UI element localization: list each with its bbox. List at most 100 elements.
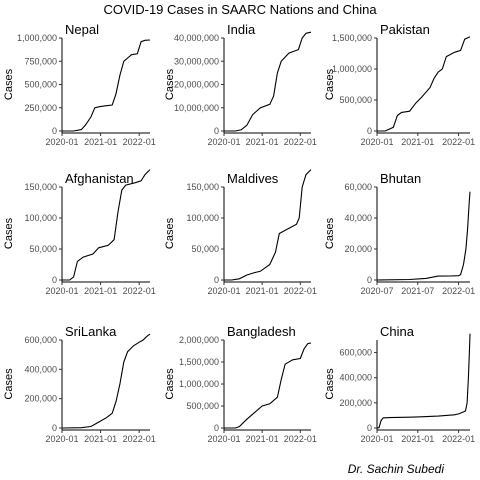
y-tick-label: 0 bbox=[367, 126, 372, 136]
panel-title: Bangladesh bbox=[227, 324, 296, 339]
series-line bbox=[377, 37, 470, 131]
x-tick-label: 2022-01 bbox=[284, 137, 317, 147]
y-tick-label: 400,000 bbox=[24, 364, 57, 374]
series-line bbox=[224, 32, 311, 131]
y-tick-label: 1,500,000 bbox=[179, 357, 219, 367]
y-axis-label: Cases bbox=[164, 217, 176, 249]
y-tick-label: 60,000 bbox=[344, 182, 372, 192]
y-tick-label: 0 bbox=[214, 275, 219, 285]
y-tick-label: 50,000 bbox=[29, 244, 57, 254]
panel-bangladesh: Bangladesh 0 500,000 1,000,000 1,500,000 2,00… bbox=[164, 324, 317, 444]
y-axis-label: Cases bbox=[324, 68, 336, 100]
series-line bbox=[224, 343, 311, 428]
panel-china: China 0 200,000 400,000 600,000 2020-01 2021-0… bbox=[324, 324, 475, 444]
y-tick-label: 500,000 bbox=[186, 401, 219, 411]
y-tick-label: 10,000,000 bbox=[174, 103, 219, 113]
x-tick-label: 2021-01 bbox=[84, 434, 117, 444]
y-tick-label: 0 bbox=[214, 126, 219, 136]
panel-title: Nepal bbox=[65, 22, 99, 37]
y-axis-label: Cases bbox=[3, 217, 15, 249]
x-tick-label: 2020-07 bbox=[360, 286, 393, 296]
y-tick-label: 150,000 bbox=[186, 182, 219, 192]
x-tick-label: 2020-01 bbox=[45, 137, 78, 147]
series-line bbox=[377, 192, 470, 280]
y-tick-label: 200,000 bbox=[24, 394, 57, 404]
x-tick-label: 2020-01 bbox=[45, 286, 78, 296]
x-tick-label: 2022-01 bbox=[123, 434, 156, 444]
series-line bbox=[62, 40, 150, 131]
panel-nepal: Nepal 0 250,000 500,000 750,000 1,000,000 2020… bbox=[3, 22, 156, 147]
panel-maldives: Maldives 0 50,000 100,000 150,000 2020-01 2021… bbox=[164, 170, 317, 296]
panel-title: Maldives bbox=[227, 171, 279, 186]
y-tick-label: 100,000 bbox=[24, 213, 57, 223]
panel-title: India bbox=[227, 22, 256, 37]
y-tick-label: 600,000 bbox=[24, 335, 57, 345]
y-tick-label: 0 bbox=[52, 275, 57, 285]
series-line bbox=[62, 170, 150, 280]
x-tick-label: 2021-01 bbox=[246, 137, 279, 147]
x-tick-label: 2021-01 bbox=[401, 434, 434, 444]
series-line bbox=[62, 334, 150, 428]
y-tick-label: 150,000 bbox=[24, 182, 57, 192]
series-line bbox=[377, 334, 470, 428]
y-axis-label: Cases bbox=[164, 68, 176, 100]
panel-title: Pakistan bbox=[380, 22, 430, 37]
y-tick-label: 0 bbox=[367, 423, 372, 433]
y-tick-label: 20,000 bbox=[344, 244, 372, 254]
x-tick-label: 2022-01 bbox=[442, 434, 475, 444]
x-tick-label: 2022-01 bbox=[442, 286, 475, 296]
y-tick-label: 20,000,000 bbox=[174, 80, 219, 90]
x-tick-label: 2021-01 bbox=[84, 137, 117, 147]
panel-title: SriLanka bbox=[65, 324, 117, 339]
author-credit: Dr. Sachin Subedi bbox=[348, 462, 444, 476]
y-tick-label: 600,000 bbox=[339, 348, 372, 358]
panel-afghanistan: Afghanistan 0 50,000 100,000 150,000 2020-01 2… bbox=[3, 170, 156, 296]
y-tick-label: 1,000,000 bbox=[179, 379, 219, 389]
panel-srilanka: SriLanka 0 200,000 400,000 600,000 2020-01 202… bbox=[3, 324, 156, 444]
y-tick-label: 500,000 bbox=[339, 95, 372, 105]
y-tick-label: 50,000 bbox=[191, 244, 219, 254]
y-axis-label: Cases bbox=[324, 217, 336, 249]
x-tick-label: 2021-07 bbox=[401, 286, 434, 296]
y-tick-label: 0 bbox=[52, 126, 57, 136]
y-tick-label: 40,000 bbox=[344, 213, 372, 223]
y-tick-label: 0 bbox=[367, 275, 372, 285]
y-axis-label: Cases bbox=[164, 368, 176, 400]
x-tick-label: 2022-01 bbox=[284, 286, 317, 296]
x-tick-label: 2020-01 bbox=[360, 434, 393, 444]
series-line bbox=[224, 170, 311, 280]
y-tick-label: 0 bbox=[214, 423, 219, 433]
y-tick-label: 750,000 bbox=[24, 56, 57, 66]
y-tick-label: 30,000,000 bbox=[174, 56, 219, 66]
y-tick-label: 400,000 bbox=[339, 373, 372, 383]
x-tick-label: 2022-01 bbox=[123, 137, 156, 147]
panel-title: China bbox=[380, 324, 415, 339]
y-tick-label: 1,000,000 bbox=[17, 33, 57, 43]
y-tick-label: 200,000 bbox=[339, 398, 372, 408]
x-tick-label: 2021-01 bbox=[84, 286, 117, 296]
x-tick-label: 2020-01 bbox=[360, 137, 393, 147]
y-tick-label: 2,000,000 bbox=[179, 335, 219, 345]
x-tick-label: 2020-01 bbox=[207, 137, 240, 147]
x-tick-label: 2020-01 bbox=[207, 434, 240, 444]
panel-india: India 0 10,000,000 20,000,000 30,000,000 40,0… bbox=[164, 22, 317, 147]
x-tick-label: 2021-01 bbox=[246, 286, 279, 296]
x-tick-label: 2021-01 bbox=[246, 434, 279, 444]
y-tick-label: 40,000,000 bbox=[174, 33, 219, 43]
y-axis-label: Cases bbox=[3, 68, 15, 100]
panel-bhutan: Bhutan020,00040,00060,0002020-07 2021-07 2… bbox=[324, 171, 475, 296]
y-axis-label: Cases bbox=[324, 368, 336, 400]
y-tick-label: 250,000 bbox=[24, 103, 57, 113]
x-tick-label: 2021-01 bbox=[401, 137, 434, 147]
x-tick-label: 2022-01 bbox=[442, 137, 475, 147]
x-tick-label: 2020-01 bbox=[207, 286, 240, 296]
y-axis-label: Cases bbox=[3, 368, 15, 400]
x-tick-label: 2022-01 bbox=[284, 434, 317, 444]
y-tick-label: 1,500,000 bbox=[332, 33, 372, 43]
x-tick-label: 2022-01 bbox=[123, 286, 156, 296]
panel-title: Afghanistan bbox=[65, 171, 134, 186]
x-tick-label: 2020-01 bbox=[45, 434, 78, 444]
y-tick-label: 1,000,000 bbox=[332, 64, 372, 74]
panel-pakistan: Pakistan 0 500,000 1,000,000 1,500,000 2020-0… bbox=[324, 22, 475, 147]
